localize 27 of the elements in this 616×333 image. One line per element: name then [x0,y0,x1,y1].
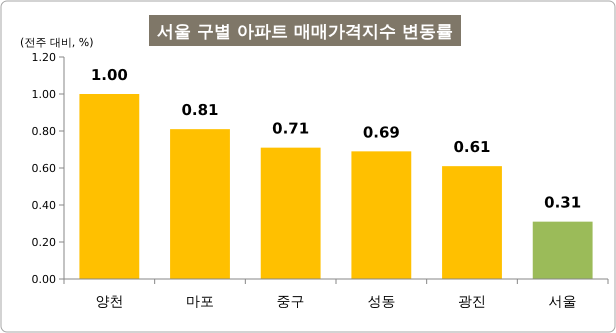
x-tick-label: 중구 [276,294,305,310]
bar [79,94,140,279]
data-label: 0.31 [544,194,582,212]
y-axis-title: (전주 대비, %) [20,36,94,49]
y-tick-label: 0.80 [32,124,56,138]
chart-title: 서울 구별 아파트 매매가격지수 변동률 [157,22,453,42]
y-tick-label: 1.20 [32,50,56,64]
data-label: 0.81 [181,101,219,120]
data-label: 1.00 [90,66,128,84]
y-tick-label: 0.00 [32,272,56,286]
bar [170,129,230,279]
bar [351,151,412,279]
data-label: 0.71 [272,120,310,138]
data-label: 0.69 [362,123,400,142]
bar [532,222,593,279]
y-tick-label: 0.40 [32,198,56,212]
x-tick-label: 양천 [95,294,124,310]
x-tick-label: 성동 [367,294,396,310]
bar [442,166,502,279]
y-tick-label: 0.20 [32,236,56,249]
data-label: 0.61 [453,138,491,156]
bar [260,148,321,279]
y-tick-label: 1.00 [32,88,56,101]
x-tick-label: 광진 [458,294,486,310]
y-tick-label: 0.60 [32,162,56,175]
x-tick-label: 마포 [186,294,214,310]
x-tick-label: 서울 [548,294,577,310]
